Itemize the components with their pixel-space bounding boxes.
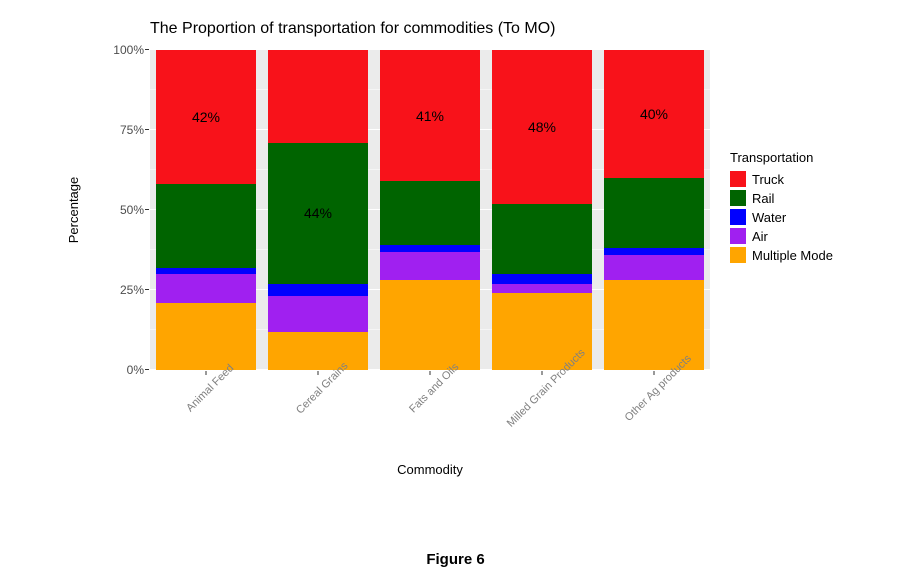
bar-segment <box>380 280 481 370</box>
stacked-bar <box>380 50 481 370</box>
y-tick-label: 50% <box>120 203 144 217</box>
legend-title: Transportation <box>730 150 833 165</box>
y-tick-mark <box>145 289 149 290</box>
bar-segment <box>604 178 705 248</box>
bar-segment <box>604 248 705 254</box>
stacked-bar <box>492 50 593 370</box>
legend-label: Rail <box>752 191 774 206</box>
legend-label: Multiple Mode <box>752 248 833 263</box>
x-tick-mark <box>318 371 319 375</box>
y-tick-mark <box>145 209 149 210</box>
bar-group <box>150 50 262 370</box>
legend: Transportation Truck Rail Water Air Multiple… <box>730 150 833 266</box>
stacked-bar <box>156 50 257 370</box>
y-tick-mark <box>145 129 149 130</box>
plot-panel: Percentage Commodity 0%25%50%75%100%Anim… <box>150 50 710 370</box>
legend-label: Water <box>752 210 786 225</box>
y-tick-label: 25% <box>120 283 144 297</box>
legend-item: Air <box>730 228 833 244</box>
bar-data-label: 48% <box>528 119 556 135</box>
x-tick-mark <box>654 371 655 375</box>
chart-container: The Proportion of transportation for com… <box>60 20 850 490</box>
y-tick-label: 0% <box>127 363 144 377</box>
bar-segment <box>492 284 593 294</box>
bar-segment <box>380 245 481 251</box>
y-tick-mark <box>145 49 149 50</box>
x-tick-mark <box>206 371 207 375</box>
y-tick-mark <box>145 369 149 370</box>
legend-label: Truck <box>752 172 784 187</box>
bar-segment <box>604 255 705 281</box>
bar-data-label: 44% <box>304 205 332 221</box>
chart-title: The Proportion of transportation for com… <box>150 20 556 38</box>
legend-item: Rail <box>730 190 833 206</box>
legend-item: Multiple Mode <box>730 247 833 263</box>
bar-segment <box>268 296 369 331</box>
legend-key <box>730 171 746 187</box>
legend-key <box>730 228 746 244</box>
bar-segment <box>156 268 257 274</box>
bar-segment <box>380 252 481 281</box>
legend-item: Truck <box>730 171 833 187</box>
bar-data-label: 41% <box>416 108 444 124</box>
x-axis-title: Commodity <box>397 462 463 477</box>
figure-caption: Figure 6 <box>426 551 484 568</box>
bar-group <box>486 50 598 370</box>
x-tick-mark <box>542 371 543 375</box>
bar-segment <box>492 274 593 284</box>
bar-segment <box>268 284 369 297</box>
bar-segment <box>380 181 481 245</box>
bar-segment <box>156 274 257 303</box>
bar-segment <box>156 184 257 267</box>
legend-item: Water <box>730 209 833 225</box>
legend-key <box>730 209 746 225</box>
legend-key <box>730 190 746 206</box>
stacked-bar <box>604 50 705 370</box>
bar-segment <box>156 303 257 370</box>
bar-group <box>374 50 486 370</box>
legend-key <box>730 247 746 263</box>
legend-label: Air <box>752 229 768 244</box>
bar-segment <box>268 50 369 143</box>
bar-group <box>598 50 710 370</box>
y-axis-title: Percentage <box>65 177 80 244</box>
y-tick-label: 100% <box>113 43 144 57</box>
bar-data-label: 42% <box>192 109 220 125</box>
bar-data-label: 40% <box>640 106 668 122</box>
bar-segment <box>268 332 369 370</box>
bar-segment <box>492 204 593 274</box>
y-tick-label: 75% <box>120 123 144 137</box>
x-tick-mark <box>430 371 431 375</box>
